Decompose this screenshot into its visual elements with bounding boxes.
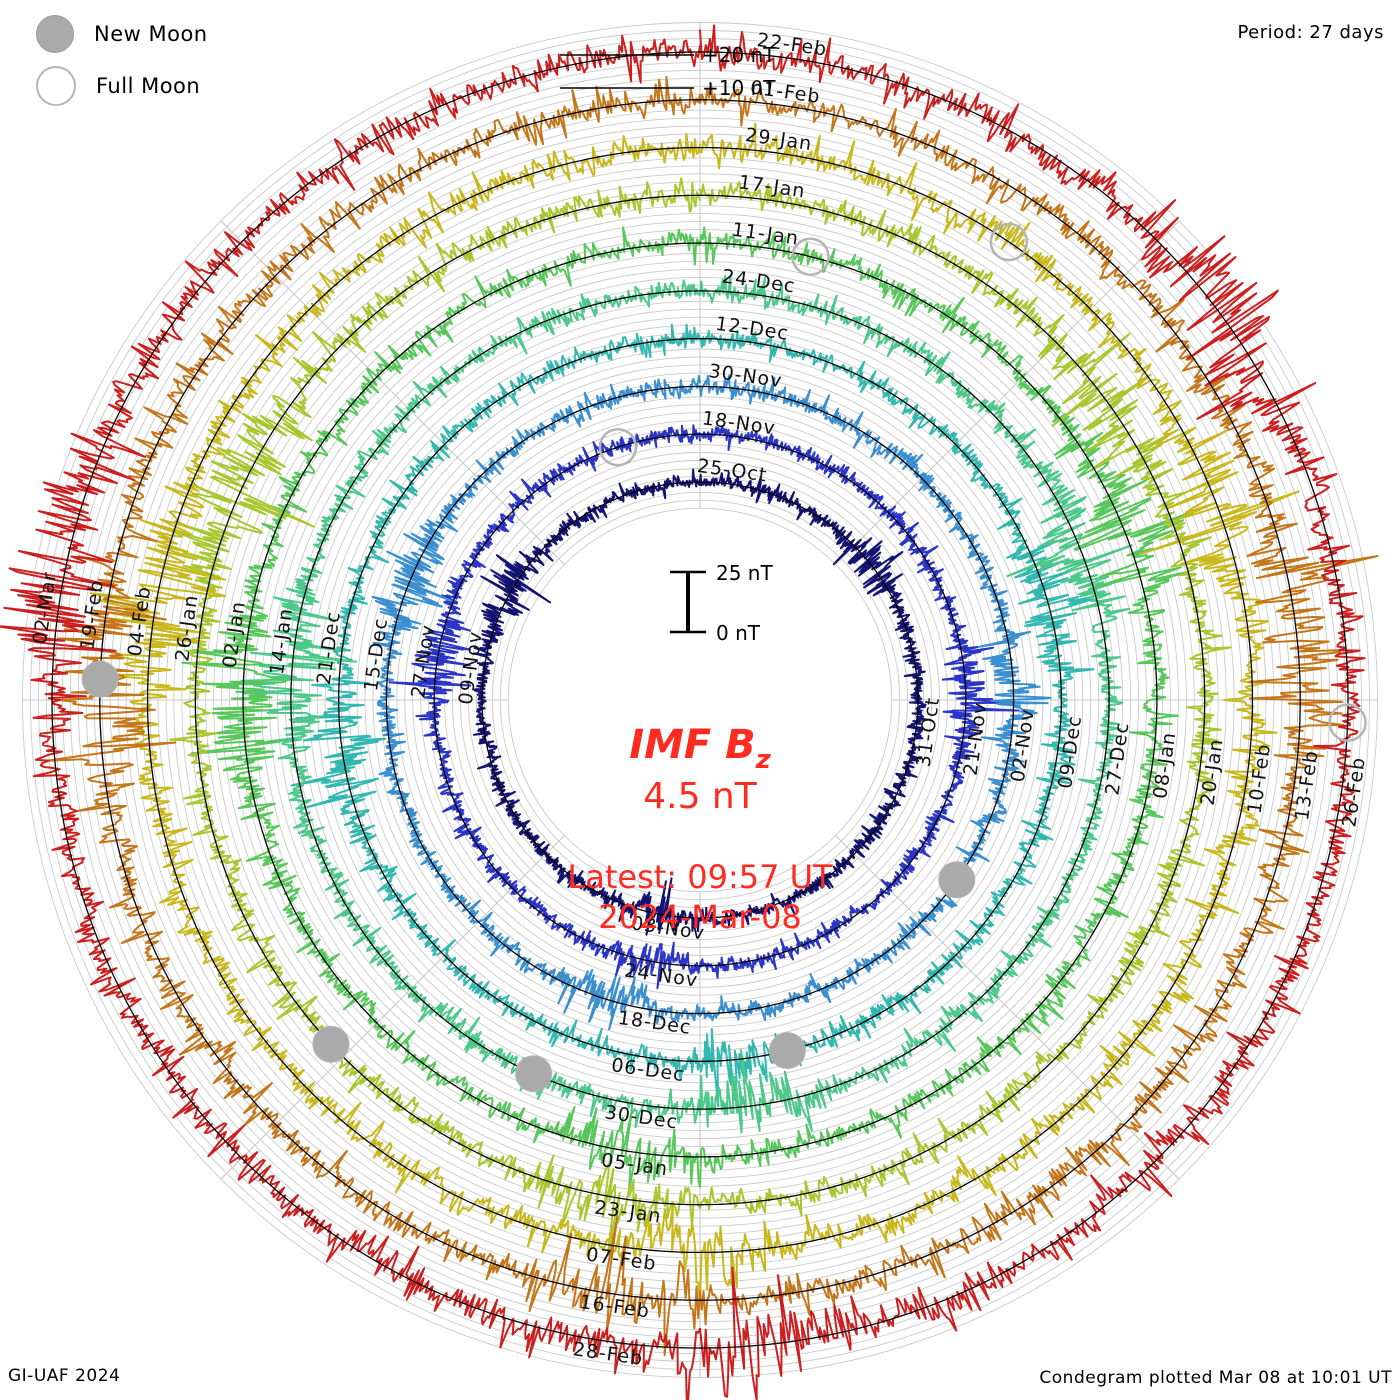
full-moon-marker (598, 427, 638, 467)
moon-phase-legend: New Moon Full Moon (20, 8, 208, 112)
amplitude-scale-bar: 25 nT 0 nT (670, 561, 773, 645)
latest-date: 2024-Mar-08 (598, 898, 802, 936)
scale-bar-bottom-label: 0 nT (716, 621, 761, 645)
date-label: 23-Jan (593, 1197, 663, 1228)
scale-label-outer: +20 nT (702, 43, 776, 67)
center-readout: IMF Bz 4.5 nT Latest: 09:57 UT 2024-Mar-… (567, 722, 833, 936)
imf-title-sub: z (755, 745, 772, 775)
period-label: Period: 27 days (1237, 22, 1384, 43)
full-moon-marker (1328, 703, 1367, 742)
new-moon-marker (515, 1055, 553, 1093)
new-moon-marker (312, 1025, 350, 1063)
date-label: 09-Dec (1054, 714, 1086, 790)
moon-markers (81, 222, 1367, 1093)
date-label: 28-Feb (572, 1338, 645, 1370)
legend-item-full-moon: Full Moon (20, 60, 208, 112)
data-traces (0, 24, 1379, 1400)
legend-item-new-moon: New Moon (20, 8, 208, 60)
latest-time: Latest: 09:57 UT (567, 858, 833, 896)
date-label: 05-Jan (600, 1149, 670, 1180)
credit-label: GI-UAF 2024 (8, 1366, 121, 1386)
full-moon-marker (989, 222, 1029, 262)
date-label: 31-Oct (913, 696, 945, 769)
imf-value: 4.5 nT (643, 776, 758, 817)
full-moon-marker (791, 237, 830, 276)
plotted-label: Condegram plotted Mar 08 at 10:01 UT (1039, 1368, 1392, 1388)
legend-label-new-moon: New Moon (94, 22, 208, 46)
new-moon-marker (938, 861, 976, 899)
new-moon-marker (81, 660, 119, 698)
new-moon-icon (36, 15, 74, 53)
date-label: 18-Dec (617, 1007, 693, 1039)
new-moon-marker (768, 1032, 806, 1070)
imf-title: IMF Bz (629, 722, 771, 775)
scale-label-inner: +10 nT (702, 76, 776, 100)
legend-label-full-moon: Full Moon (96, 74, 201, 98)
imf-title-main: IMF B (629, 722, 755, 768)
baseline-curves (51, 51, 1349, 1349)
scale-tick-group: +20 nT +10 nT (560, 43, 776, 100)
scale-bar-top-label: 25 nT (716, 561, 773, 585)
polar-spokes (22, 22, 1378, 1378)
full-moon-icon (36, 66, 76, 106)
